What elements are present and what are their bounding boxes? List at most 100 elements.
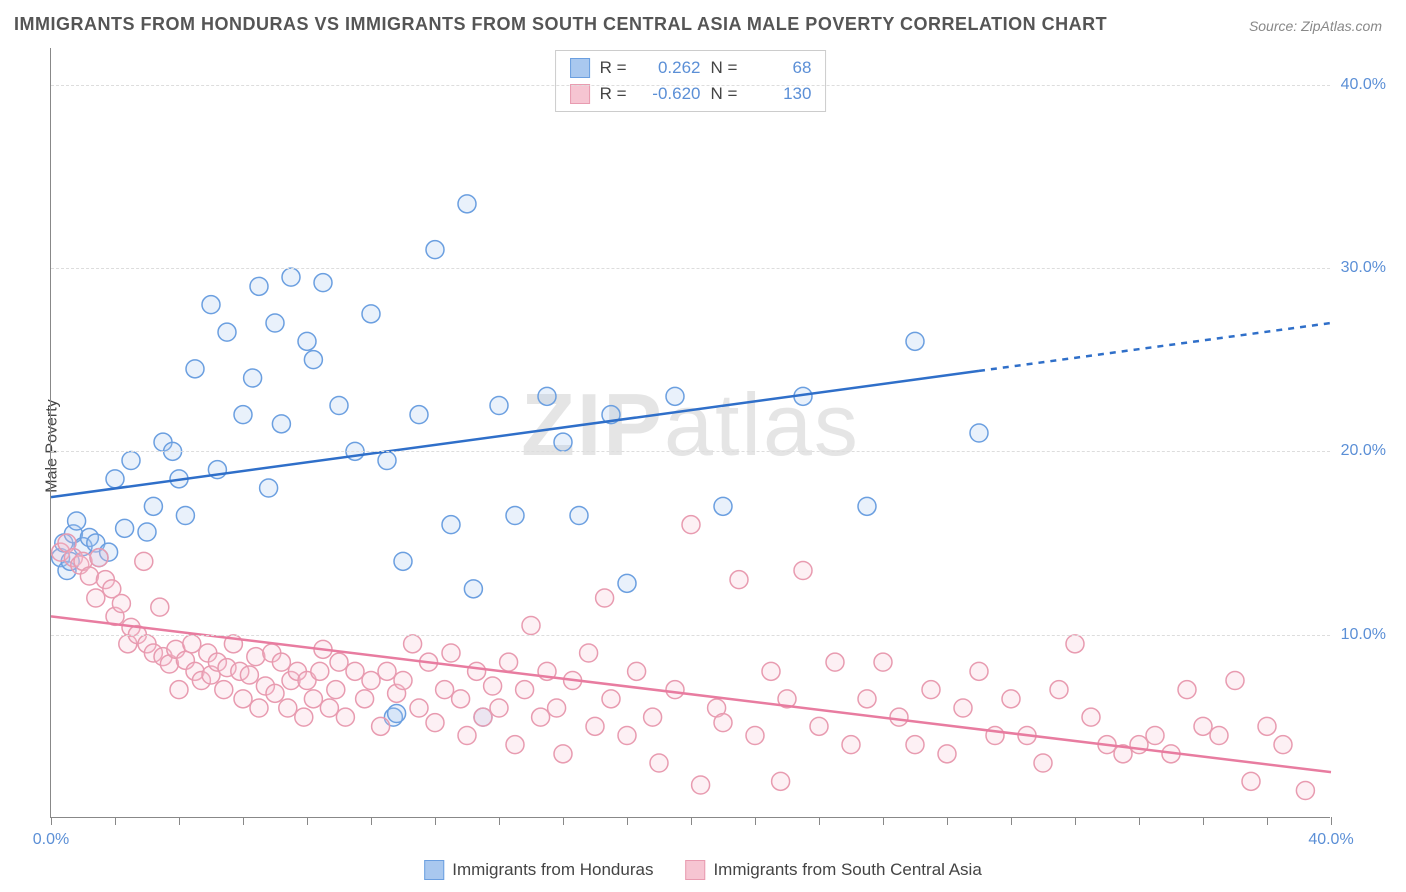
scatter-point-south_central_asia <box>378 662 396 680</box>
chart-container: IMMIGRANTS FROM HONDURAS VS IMMIGRANTS F… <box>0 0 1406 892</box>
scatter-point-south_central_asia <box>468 662 486 680</box>
scatter-point-south_central_asia <box>906 736 924 754</box>
scatter-plot-svg <box>51 48 1330 817</box>
scatter-point-south_central_asia <box>842 736 860 754</box>
scatter-point-south_central_asia <box>250 699 268 717</box>
legend-swatch-sca <box>685 860 705 880</box>
scatter-point-south_central_asia <box>90 549 108 567</box>
scatter-point-honduras <box>260 479 278 497</box>
scatter-point-south_central_asia <box>922 681 940 699</box>
x-tick <box>947 817 948 825</box>
x-tick-label: 40.0% <box>1308 831 1353 849</box>
scatter-point-honduras <box>266 314 284 332</box>
scatter-point-south_central_asia <box>87 589 105 607</box>
scatter-point-south_central_asia <box>436 681 454 699</box>
scatter-point-south_central_asia <box>1258 717 1276 735</box>
gridline <box>51 635 1330 636</box>
scatter-point-south_central_asia <box>986 727 1004 745</box>
scatter-point-south_central_asia <box>183 635 201 653</box>
x-tick <box>307 817 308 825</box>
scatter-point-honduras <box>570 507 588 525</box>
scatter-point-south_central_asia <box>346 662 364 680</box>
scatter-point-south_central_asia <box>1210 727 1228 745</box>
x-tick <box>179 817 180 825</box>
scatter-point-south_central_asia <box>356 690 374 708</box>
scatter-point-south_central_asia <box>362 672 380 690</box>
scatter-point-south_central_asia <box>151 598 169 616</box>
scatter-point-honduras <box>314 274 332 292</box>
scatter-point-south_central_asia <box>666 681 684 699</box>
scatter-point-south_central_asia <box>692 776 710 794</box>
scatter-point-honduras <box>218 323 236 341</box>
legend-swatch-honduras <box>570 58 590 78</box>
x-tick <box>563 817 564 825</box>
scatter-point-south_central_asia <box>247 648 265 666</box>
scatter-point-south_central_asia <box>1002 690 1020 708</box>
gridline <box>51 451 1330 452</box>
scatter-point-south_central_asia <box>890 708 908 726</box>
scatter-point-south_central_asia <box>442 644 460 662</box>
scatter-point-honduras <box>330 397 348 415</box>
scatter-point-south_central_asia <box>500 653 518 671</box>
scatter-point-honduras <box>464 580 482 598</box>
scatter-point-south_central_asia <box>548 699 566 717</box>
scatter-point-south_central_asia <box>1082 708 1100 726</box>
scatter-point-south_central_asia <box>452 690 470 708</box>
legend-n-label: N = <box>711 55 738 81</box>
scatter-point-south_central_asia <box>80 567 98 585</box>
scatter-point-south_central_asia <box>826 653 844 671</box>
scatter-point-honduras <box>116 519 134 537</box>
correlation-legend: R = 0.262 N = 68 R = -0.620 N = 130 <box>555 50 827 112</box>
x-tick <box>1139 817 1140 825</box>
plot-area: ZIPatlas R = 0.262 N = 68 R = -0.620 N =… <box>50 48 1330 818</box>
scatter-point-honduras <box>144 497 162 515</box>
scatter-point-south_central_asia <box>474 708 492 726</box>
x-tick <box>819 817 820 825</box>
scatter-point-honduras <box>388 705 406 723</box>
scatter-point-south_central_asia <box>1130 736 1148 754</box>
gridline <box>51 268 1330 269</box>
scatter-point-south_central_asia <box>580 644 598 662</box>
scatter-point-honduras <box>426 241 444 259</box>
scatter-point-honduras <box>138 523 156 541</box>
scatter-point-south_central_asia <box>794 562 812 580</box>
scatter-point-honduras <box>298 332 316 350</box>
scatter-point-south_central_asia <box>1146 727 1164 745</box>
legend-r-label: R = <box>600 55 627 81</box>
scatter-point-south_central_asia <box>311 662 329 680</box>
scatter-point-south_central_asia <box>112 595 130 613</box>
x-tick <box>1331 817 1332 825</box>
scatter-point-south_central_asia <box>372 717 390 735</box>
scatter-point-south_central_asia <box>874 653 892 671</box>
scatter-point-south_central_asia <box>602 690 620 708</box>
scatter-point-south_central_asia <box>714 714 732 732</box>
legend-label: Immigrants from Honduras <box>452 860 653 880</box>
y-tick-label: 10.0% <box>1341 626 1386 644</box>
scatter-point-south_central_asia <box>295 708 313 726</box>
scatter-point-south_central_asia <box>272 653 290 671</box>
scatter-point-honduras <box>122 452 140 470</box>
scatter-point-south_central_asia <box>394 672 412 690</box>
legend-item-sca: Immigrants from South Central Asia <box>685 860 981 880</box>
scatter-point-south_central_asia <box>532 708 550 726</box>
scatter-point-south_central_asia <box>682 516 700 534</box>
y-tick-label: 20.0% <box>1341 442 1386 460</box>
scatter-point-south_central_asia <box>240 666 258 684</box>
x-tick-label: 0.0% <box>33 831 69 849</box>
scatter-point-south_central_asia <box>650 754 668 772</box>
scatter-point-south_central_asia <box>170 681 188 699</box>
scatter-point-south_central_asia <box>490 699 508 717</box>
scatter-point-south_central_asia <box>410 699 428 717</box>
scatter-point-south_central_asia <box>330 653 348 671</box>
scatter-point-south_central_asia <box>1194 717 1212 735</box>
scatter-point-honduras <box>410 406 428 424</box>
scatter-point-honduras <box>272 415 290 433</box>
scatter-point-south_central_asia <box>404 635 422 653</box>
scatter-point-south_central_asia <box>1034 754 1052 772</box>
scatter-point-honduras <box>250 277 268 295</box>
scatter-point-south_central_asia <box>320 699 338 717</box>
x-tick <box>51 817 52 825</box>
scatter-point-south_central_asia <box>516 681 534 699</box>
scatter-point-honduras <box>106 470 124 488</box>
scatter-point-south_central_asia <box>484 677 502 695</box>
